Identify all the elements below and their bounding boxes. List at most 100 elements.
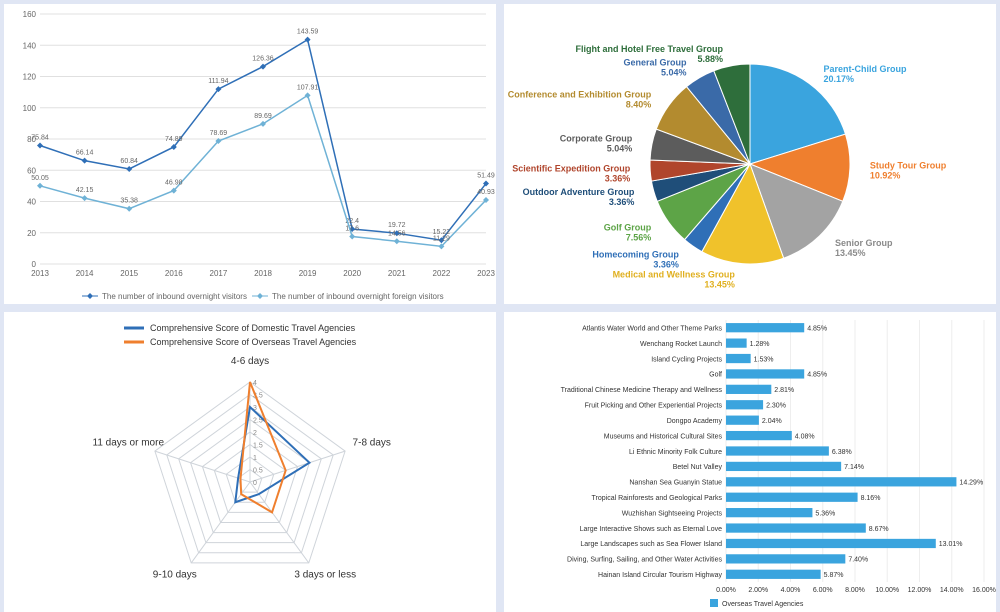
svg-text:The number of inbound overnigh: The number of inbound overnight visitors bbox=[102, 292, 247, 301]
svg-text:2020: 2020 bbox=[343, 269, 361, 278]
svg-text:89.69: 89.69 bbox=[254, 113, 272, 120]
svg-text:160: 160 bbox=[23, 10, 37, 19]
svg-text:14.00%: 14.00% bbox=[940, 587, 964, 594]
svg-text:4.85%: 4.85% bbox=[807, 325, 827, 332]
svg-text:20: 20 bbox=[27, 229, 36, 238]
svg-text:Hainan Island Circular Tourism: Hainan Island Circular Tourism Highway bbox=[598, 572, 722, 579]
svg-text:2013: 2013 bbox=[31, 269, 49, 278]
svg-text:8.00%: 8.00% bbox=[845, 587, 865, 594]
svg-text:The number of inbound overnigh: The number of inbound overnight foreign … bbox=[272, 292, 444, 301]
svg-text:Golf: Golf bbox=[709, 372, 722, 379]
pie-chart-panel: Parent-Child Group20.17%Study Tour Group… bbox=[504, 4, 996, 304]
svg-text:46.98: 46.98 bbox=[165, 180, 183, 187]
svg-text:5.36%: 5.36% bbox=[815, 510, 835, 517]
svg-text:Senior Group13.45%: Senior Group13.45% bbox=[835, 238, 893, 258]
svg-text:Comprehensive Score of Domesti: Comprehensive Score of Domestic Travel A… bbox=[150, 323, 356, 333]
svg-text:Medical and Wellness Group13.4: Medical and Wellness Group13.45% bbox=[613, 270, 736, 290]
svg-text:10.00%: 10.00% bbox=[875, 587, 899, 594]
svg-text:2015: 2015 bbox=[120, 269, 138, 278]
svg-text:Traditional Chinese Medicine T: Traditional Chinese Medicine Therapy and… bbox=[561, 387, 723, 394]
svg-text:Dongpo Academy: Dongpo Academy bbox=[667, 418, 723, 425]
svg-text:Homecoming Group3.36%: Homecoming Group3.36% bbox=[592, 250, 679, 270]
svg-text:1: 1 bbox=[253, 455, 257, 462]
svg-text:Comprehensive Score of Oversea: Comprehensive Score of Overseas Travel A… bbox=[150, 337, 357, 347]
svg-text:Wuzhishan Sightseeing Projects: Wuzhishan Sightseeing Projects bbox=[622, 510, 723, 517]
svg-text:0: 0 bbox=[32, 260, 37, 269]
svg-text:Large Landscapes such as Sea F: Large Landscapes such as Sea Flower Isla… bbox=[580, 541, 722, 548]
radar-chart: 4-6 days7-8 days3 days or less9-10 days1… bbox=[4, 312, 496, 612]
svg-text:8.67%: 8.67% bbox=[869, 526, 889, 533]
svg-text:Study Tour Group10.92%: Study Tour Group10.92% bbox=[870, 161, 947, 181]
svg-text:4.85%: 4.85% bbox=[807, 372, 827, 379]
svg-text:13.01%: 13.01% bbox=[939, 541, 963, 548]
svg-text:Fruit Picking and Other Experi: Fruit Picking and Other Experiential Pro… bbox=[585, 403, 723, 410]
line-chart: 0204060801001201401602013201420152016201… bbox=[4, 4, 496, 304]
pie-chart: Parent-Child Group20.17%Study Tour Group… bbox=[504, 4, 996, 304]
svg-text:74.89: 74.89 bbox=[165, 136, 183, 143]
svg-text:1.28%: 1.28% bbox=[750, 341, 770, 348]
svg-text:4.00%: 4.00% bbox=[781, 587, 801, 594]
svg-text:75.84: 75.84 bbox=[31, 135, 49, 142]
svg-text:111.94: 111.94 bbox=[208, 78, 228, 85]
svg-text:1.53%: 1.53% bbox=[754, 356, 774, 363]
svg-text:140: 140 bbox=[23, 41, 37, 50]
svg-text:0.5: 0.5 bbox=[253, 468, 263, 475]
svg-text:Betel Nut Valley: Betel Nut Valley bbox=[673, 464, 723, 471]
svg-text:7.40%: 7.40% bbox=[848, 557, 868, 564]
svg-text:100: 100 bbox=[23, 104, 37, 113]
svg-text:40.93: 40.93 bbox=[477, 189, 495, 196]
svg-text:4: 4 bbox=[253, 380, 257, 387]
svg-text:50.05: 50.05 bbox=[31, 175, 49, 182]
svg-text:143.59: 143.59 bbox=[297, 29, 319, 36]
svg-text:Museums and Historical Cultura: Museums and Historical Cultural Sites bbox=[604, 433, 723, 440]
svg-text:General Group5.04%: General Group5.04% bbox=[624, 58, 688, 78]
svg-text:5.87%: 5.87% bbox=[824, 572, 844, 579]
svg-text:2.81%: 2.81% bbox=[774, 387, 794, 394]
svg-text:Conference and Exhibition Grou: Conference and Exhibition Group8.40% bbox=[508, 90, 652, 110]
svg-text:60.84: 60.84 bbox=[120, 158, 138, 165]
svg-text:Large Interactive Shows such a: Large Interactive Shows such as Eternal … bbox=[580, 526, 723, 533]
svg-text:2018: 2018 bbox=[254, 269, 272, 278]
svg-text:Diving, Surfing, Sailing, and: Diving, Surfing, Sailing, and Other Wate… bbox=[567, 557, 722, 564]
svg-text:6.38%: 6.38% bbox=[832, 449, 852, 456]
svg-text:2.30%: 2.30% bbox=[766, 403, 786, 410]
svg-text:3 days or less: 3 days or less bbox=[294, 569, 356, 580]
svg-text:Island Cycling Projects: Island Cycling Projects bbox=[651, 356, 722, 363]
svg-text:4-6 days: 4-6 days bbox=[231, 356, 269, 367]
svg-text:1.5: 1.5 bbox=[253, 443, 263, 450]
svg-text:Outdoor Adventure Group3.36%: Outdoor Adventure Group3.36% bbox=[523, 187, 635, 207]
svg-text:0.00%: 0.00% bbox=[716, 587, 736, 594]
svg-text:Atlantis Water World and Other: Atlantis Water World and Other Theme Par… bbox=[582, 325, 722, 332]
svg-text:Tropical Rainforests and Geolo: Tropical Rainforests and Geological Park… bbox=[592, 495, 723, 502]
svg-text:Overseas Travel Agencies: Overseas Travel Agencies bbox=[722, 601, 804, 608]
svg-text:19.72: 19.72 bbox=[388, 222, 406, 229]
svg-text:6.00%: 6.00% bbox=[813, 587, 833, 594]
svg-text:0: 0 bbox=[253, 480, 257, 487]
svg-text:2022: 2022 bbox=[433, 269, 451, 278]
svg-text:17.6: 17.6 bbox=[345, 226, 359, 233]
svg-text:2019: 2019 bbox=[299, 269, 317, 278]
svg-text:42.15: 42.15 bbox=[76, 187, 94, 194]
svg-text:9-10 days: 9-10 days bbox=[153, 569, 197, 580]
bar-chart-panel: 0.00%2.00%4.00%6.00%8.00%10.00%12.00%14.… bbox=[504, 312, 996, 612]
svg-text:120: 120 bbox=[23, 73, 37, 82]
svg-text:51.49: 51.49 bbox=[477, 173, 495, 180]
svg-text:107.91: 107.91 bbox=[297, 84, 319, 91]
svg-text:2014: 2014 bbox=[76, 269, 94, 278]
svg-text:Li Ethnic Minority Folk Cultur: Li Ethnic Minority Folk Culture bbox=[629, 449, 722, 456]
svg-text:126.36: 126.36 bbox=[252, 56, 274, 63]
svg-text:4.08%: 4.08% bbox=[795, 433, 815, 440]
line-chart-panel: 0204060801001201401602013201420152016201… bbox=[4, 4, 496, 304]
svg-text:16.00%: 16.00% bbox=[972, 587, 996, 594]
svg-text:7.14%: 7.14% bbox=[844, 464, 864, 471]
bar-chart: 0.00%2.00%4.00%6.00%8.00%10.00%12.00%14.… bbox=[504, 312, 996, 612]
svg-text:12.00%: 12.00% bbox=[908, 587, 932, 594]
svg-text:Nanshan Sea Guanyin Statue: Nanshan Sea Guanyin Statue bbox=[629, 480, 722, 487]
svg-text:14.56: 14.56 bbox=[388, 230, 406, 237]
svg-text:2016: 2016 bbox=[165, 269, 183, 278]
svg-text:Wenchang Rocket Launch: Wenchang Rocket Launch bbox=[640, 341, 722, 348]
svg-text:11 days or more: 11 days or more bbox=[93, 438, 165, 449]
svg-text:2021: 2021 bbox=[388, 269, 406, 278]
svg-text:78.69: 78.69 bbox=[210, 130, 228, 137]
svg-text:11.29: 11.29 bbox=[433, 235, 450, 242]
